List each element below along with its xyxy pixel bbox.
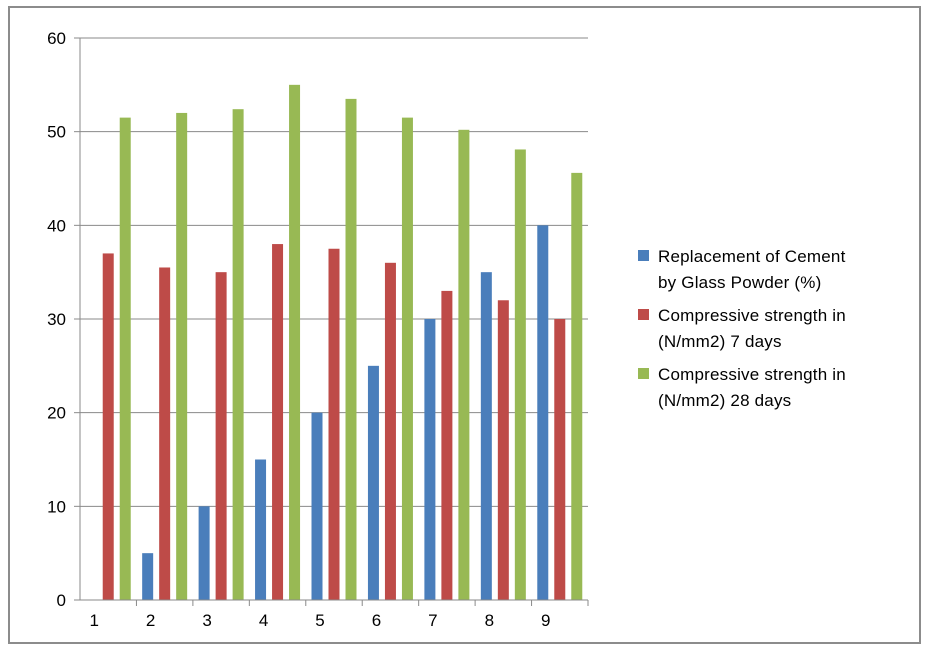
bar — [384, 262, 396, 600]
y-tick-label: 50 — [47, 123, 66, 142]
bar — [514, 149, 526, 601]
bar — [159, 267, 171, 600]
bar — [367, 365, 379, 600]
bars — [102, 84, 583, 601]
legend-label-replacement: Replacement of Cement by Glass Powder (%… — [658, 244, 925, 296]
bar — [537, 225, 549, 601]
legend-label-line: Replacement of Cement — [658, 247, 846, 266]
bar — [311, 412, 323, 600]
legend-swatch-strength-7-days — [638, 309, 649, 320]
y-tick-label: 30 — [47, 310, 66, 329]
bar — [255, 459, 267, 600]
x-tick-label: 3 — [202, 611, 211, 630]
x-tick-label: 5 — [315, 611, 324, 630]
legend-item-strength-7-days: Compressive strength in (N/mm2) 7 days — [638, 303, 925, 355]
legend-item-strength-28-days: Compressive strength in (N/mm2) 28 days — [638, 362, 925, 414]
axes — [74, 37, 589, 606]
bar — [480, 272, 492, 600]
bar — [497, 300, 509, 600]
legend-label-line: (N/mm2) 28 days — [658, 391, 792, 410]
x-tick-label: 1 — [89, 611, 98, 630]
x-tick-label: 6 — [372, 611, 381, 630]
legend: Replacement of Cement by Glass Powder (%… — [638, 244, 925, 421]
legend-label-line: Compressive strength in — [658, 306, 846, 325]
bar — [458, 129, 470, 600]
bar — [102, 253, 114, 600]
y-tick-label: 0 — [57, 591, 66, 610]
bar — [554, 319, 566, 600]
legend-item-replacement: Replacement of Cement by Glass Powder (%… — [638, 244, 925, 296]
legend-label-strength-7-days: Compressive strength in (N/mm2) 7 days — [658, 303, 925, 355]
legend-label-line: Compressive strength in — [658, 365, 846, 384]
bar — [401, 117, 413, 600]
y-tick-label: 60 — [47, 29, 66, 48]
y-tick-label: 40 — [47, 216, 66, 235]
bar-chart: 0 10 20 30 40 50 60 1 2 3 4 5 6 7 8 9 — [47, 29, 589, 630]
bar — [441, 290, 453, 600]
chart-frame: 0 10 20 30 40 50 60 1 2 3 4 5 6 7 8 9 Replacement of C… — [8, 6, 921, 644]
bar — [198, 506, 210, 600]
y-tick-label: 10 — [47, 497, 66, 516]
bar — [232, 109, 244, 600]
x-tick-label: 8 — [485, 611, 494, 630]
bar — [424, 319, 436, 600]
bar — [119, 117, 131, 600]
legend-swatch-strength-28-days — [638, 368, 649, 379]
bar — [345, 98, 357, 600]
bar — [176, 112, 188, 600]
x-tick-label: 4 — [259, 611, 268, 630]
y-tick-labels: 0 10 20 30 40 50 60 — [47, 29, 66, 610]
legend-swatch-replacement — [638, 250, 649, 261]
x-tick-label: 2 — [146, 611, 155, 630]
bar — [571, 172, 583, 600]
legend-label-strength-28-days: Compressive strength in (N/mm2) 28 days — [658, 362, 925, 414]
legend-label-line: (N/mm2) 7 days — [658, 332, 782, 351]
bar — [272, 244, 284, 601]
x-tick-labels: 1 2 3 4 5 6 7 8 9 — [89, 611, 550, 630]
x-tick-label: 7 — [428, 611, 437, 630]
bar — [215, 272, 227, 600]
bar — [328, 248, 340, 600]
bar — [289, 84, 301, 601]
x-tick-label: 9 — [541, 611, 550, 630]
legend-label-line: by Glass Powder (%) — [658, 273, 822, 292]
bar — [142, 553, 154, 600]
y-tick-label: 20 — [47, 404, 66, 423]
